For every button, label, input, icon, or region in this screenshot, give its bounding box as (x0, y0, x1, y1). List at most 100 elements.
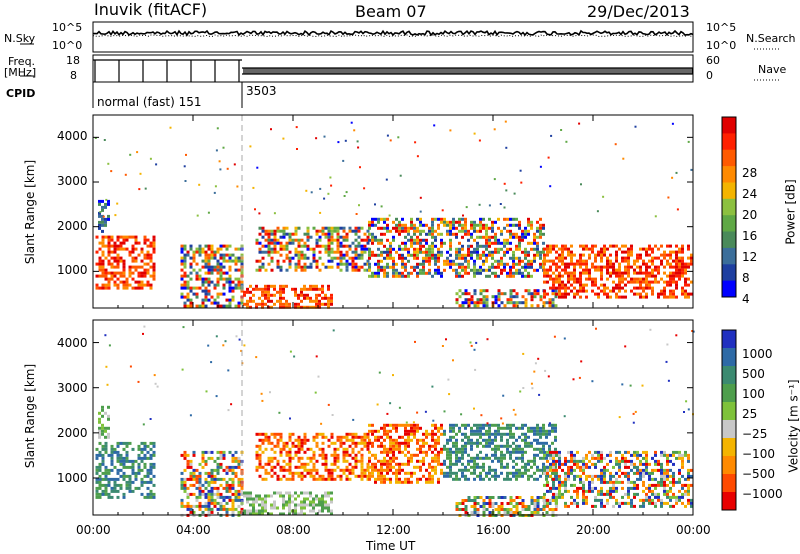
scatter-noise (500, 417, 503, 420)
scatter-cell (458, 262, 461, 266)
colorbar-segment (722, 474, 736, 493)
scatter-cell (137, 286, 141, 290)
scatter-cell (294, 253, 298, 257)
scatter-cell (360, 247, 364, 251)
scatter-cell (98, 495, 102, 499)
scatter-cell (488, 441, 491, 445)
scatter-cell (570, 471, 573, 475)
scatter-cell (282, 447, 286, 451)
scatter-cell (131, 265, 135, 269)
scatter-cell (315, 244, 319, 248)
scatter-cell (554, 465, 557, 469)
scatter-noise (207, 344, 210, 347)
scatter-cell (669, 480, 672, 484)
scatter-cell (570, 253, 573, 257)
scatter-cell (101, 283, 105, 287)
scatter-cell (207, 483, 211, 487)
scatter-cell (633, 480, 636, 484)
scatter-cell (500, 426, 503, 430)
scatter-cell (555, 277, 558, 281)
scatter-cell (213, 498, 217, 502)
scatter-cell (509, 301, 513, 305)
scatter-cell (354, 244, 358, 248)
scatter-cell (530, 292, 534, 296)
scatter-noise (486, 422, 489, 425)
scatter-cell (201, 489, 205, 493)
scatter-cell (479, 268, 482, 272)
scatter-cell (297, 512, 300, 516)
scatter-cell (455, 438, 458, 442)
scatter-cell (548, 447, 551, 451)
scatter-cell (380, 465, 383, 469)
scatter-cell (612, 280, 615, 284)
scatter-cell (657, 265, 660, 269)
scatter-cell (449, 447, 452, 451)
scatter-cell (645, 450, 648, 454)
scatter-cell (687, 471, 690, 475)
scatter-cell (603, 292, 606, 296)
scatter-cell (509, 235, 512, 239)
scatter-cell (234, 286, 238, 290)
scatter-cell (407, 477, 410, 481)
scatter-cell (512, 471, 515, 475)
scatter-cell (470, 447, 473, 451)
scatter-cell (591, 456, 594, 460)
scatter-cell (539, 468, 542, 472)
scatter-cell (636, 453, 639, 457)
scatter-cell (264, 290, 267, 294)
scatter-cell (104, 444, 108, 448)
scatter-cell (585, 498, 588, 502)
scatter-cell (249, 509, 252, 513)
scatter-cell (431, 432, 434, 436)
scatter-cell (270, 432, 274, 436)
scatter-cell (678, 268, 681, 272)
scatter-cell (648, 483, 651, 487)
scatter-cell (131, 256, 135, 260)
scatter-cell (183, 480, 187, 484)
scatter-cell (521, 453, 524, 457)
scatter-cell (303, 465, 307, 469)
scatter-cell (548, 304, 552, 308)
scatter-cell (494, 265, 497, 269)
scatter-cell (636, 277, 639, 281)
scatter-noise (327, 403, 330, 406)
scatter-cell (542, 508, 546, 511)
scatter-cell (180, 244, 184, 248)
scatter-cell (386, 229, 389, 233)
scatter-cell (192, 268, 196, 272)
scatter-cell (407, 438, 410, 442)
scatter-noise (531, 387, 534, 390)
scatter-cell (300, 491, 303, 495)
scatter-cell (273, 465, 277, 469)
scatter-cell (107, 235, 111, 239)
scatter-cell (554, 462, 557, 466)
scatter-cell (333, 453, 337, 457)
scatter-cell (104, 223, 107, 227)
scatter-cell (654, 501, 657, 505)
scatter-cell (98, 259, 102, 263)
scatter-cell (321, 296, 324, 300)
scatter-cell (383, 274, 386, 278)
scatter-cell (146, 268, 150, 272)
scatter-cell (672, 274, 675, 278)
scatter-cell (543, 471, 546, 475)
scatter-cell (324, 435, 328, 439)
scatter-cell (533, 292, 537, 296)
velocity-cbar-tick-6: −500 (742, 467, 775, 481)
scatter-cell (533, 241, 536, 245)
scatter-cell (401, 223, 404, 227)
scatter-cell (503, 244, 506, 248)
scatter-cell (678, 471, 681, 475)
scatter-cell (321, 302, 324, 306)
scatter-cell (419, 438, 422, 442)
scatter-noise (317, 375, 320, 378)
scatter-cell (395, 250, 398, 254)
scatter-cell (398, 435, 401, 439)
scatter-cell (327, 491, 330, 495)
scatter-cell (330, 265, 334, 269)
scatter-noise (169, 126, 172, 129)
scatter-cell (410, 453, 413, 457)
scatter-cell (543, 292, 546, 296)
scatter-cell (690, 501, 693, 505)
scatter-cell (261, 500, 264, 504)
